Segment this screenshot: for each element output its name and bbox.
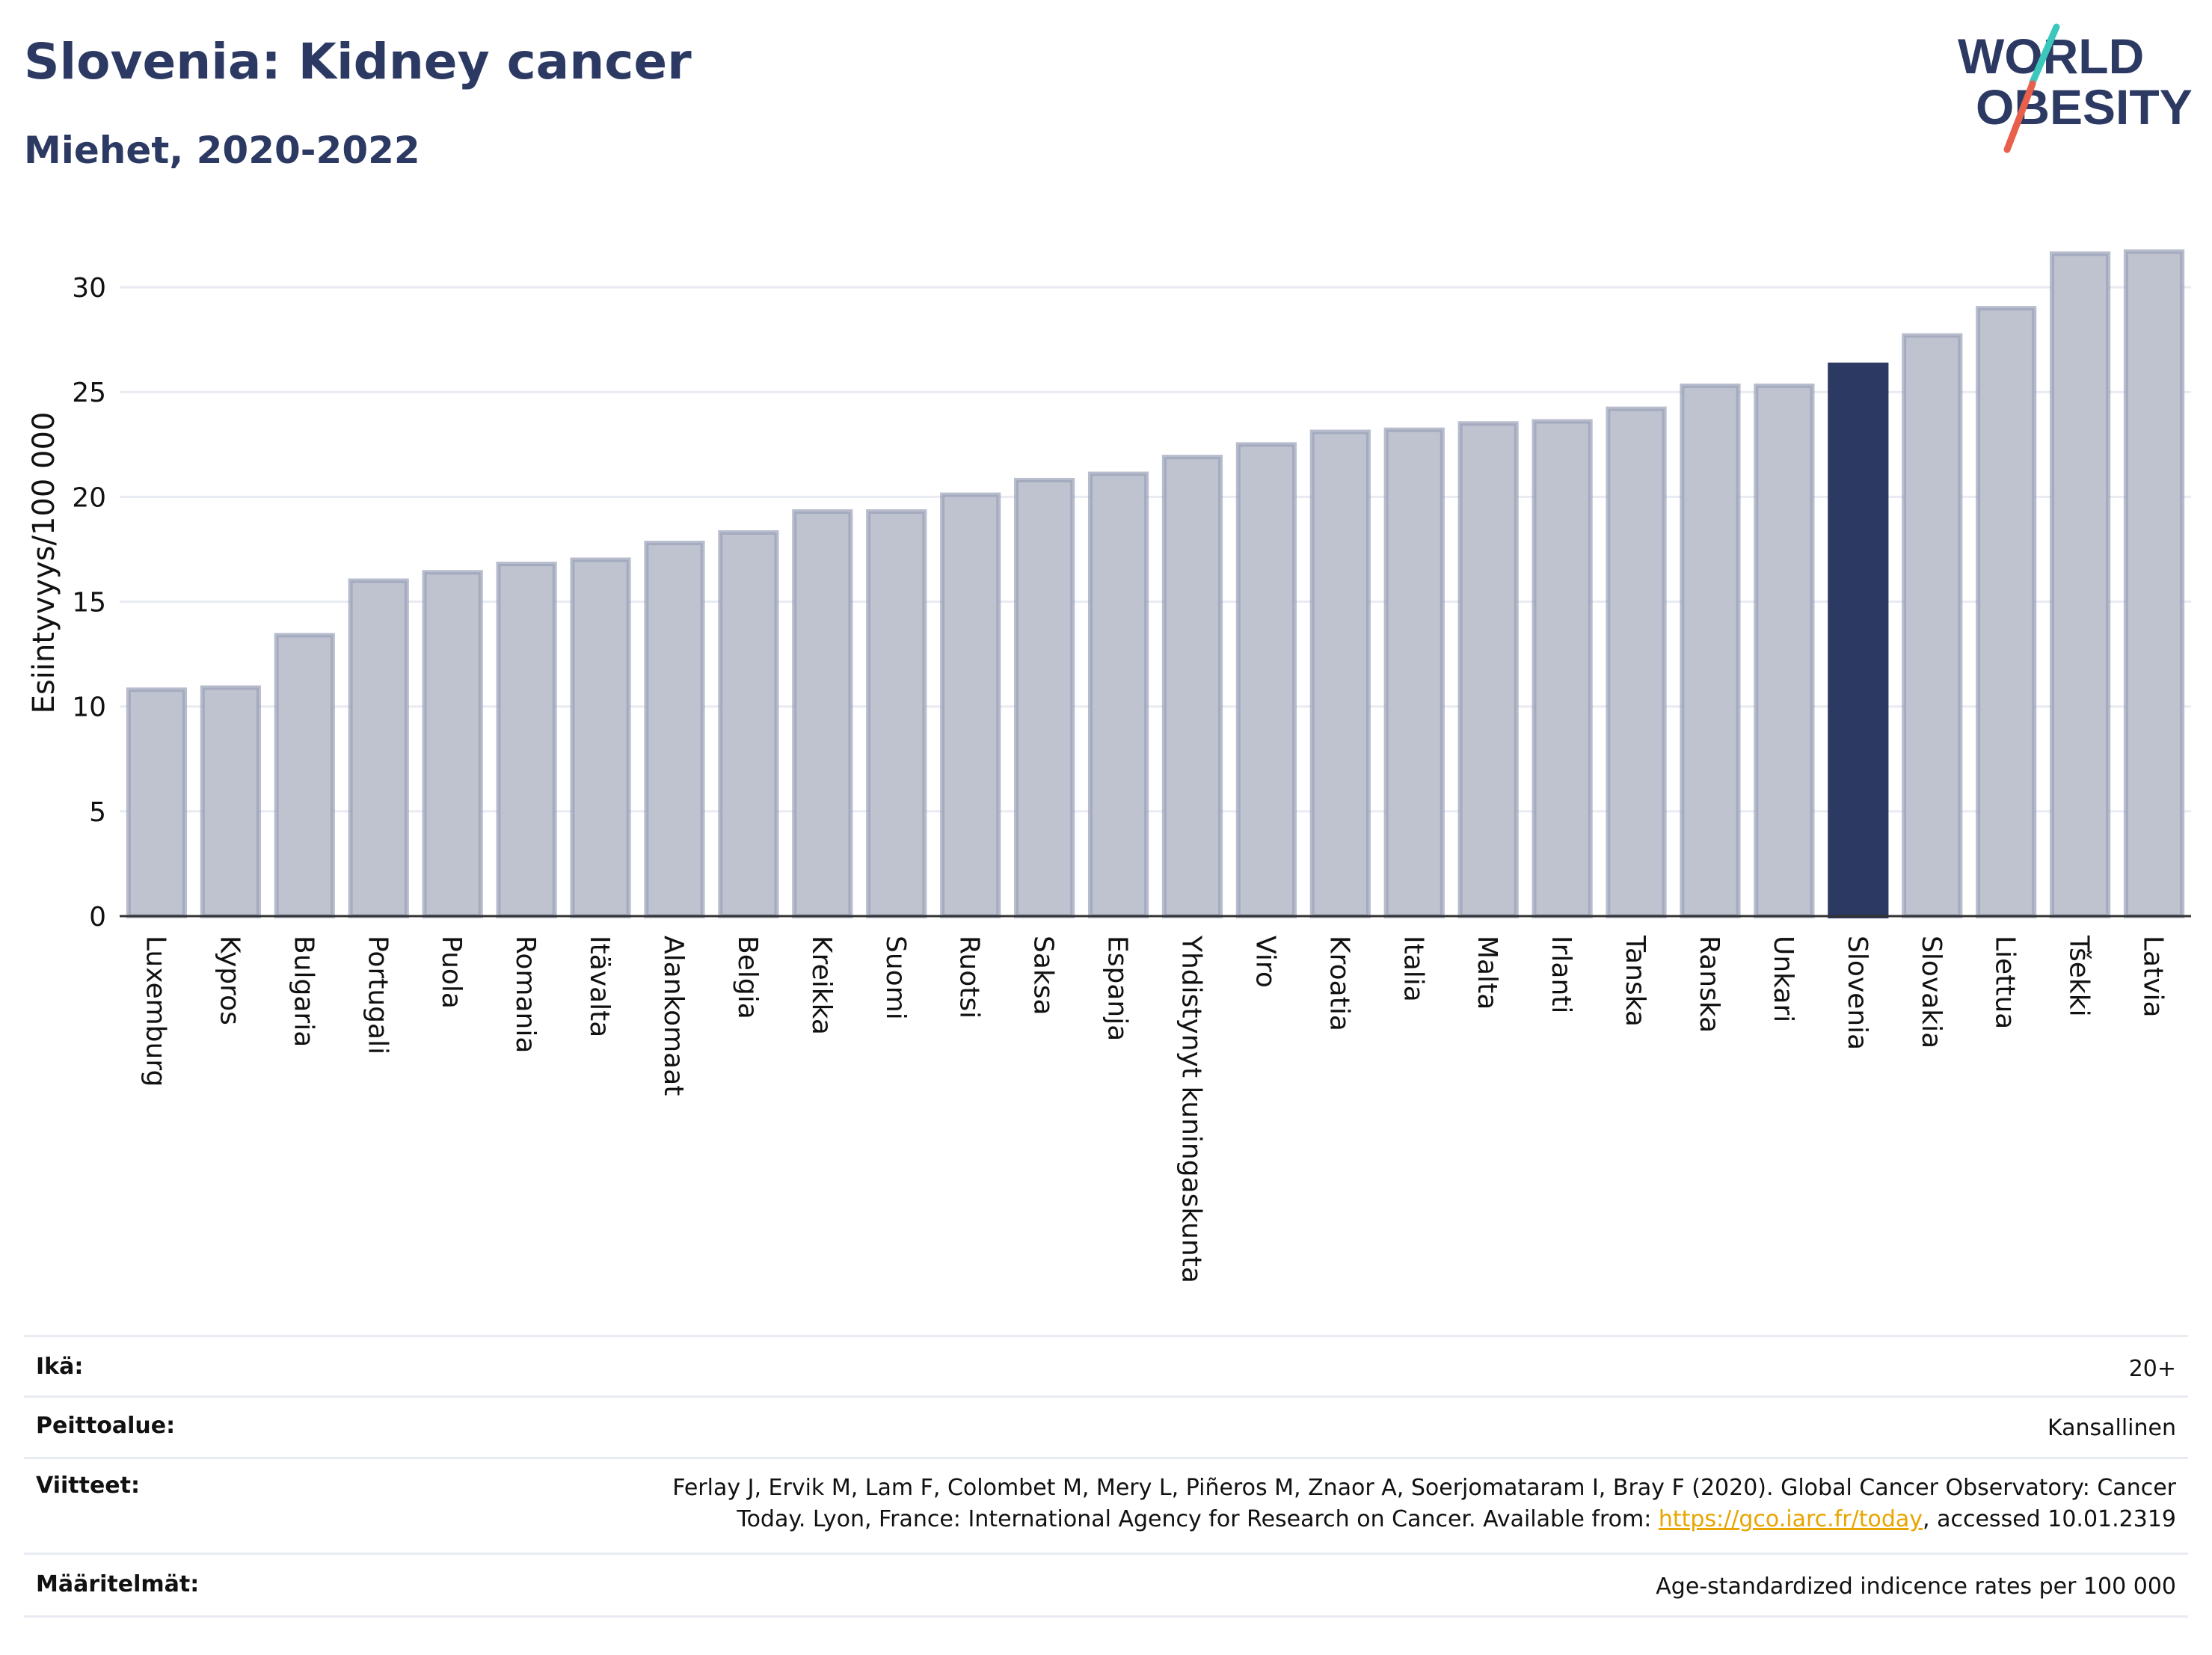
bar-tanska — [1606, 406, 1667, 918]
y-axis-ticks: 0 5 10 15 20 25 30 — [72, 273, 106, 933]
x-axis-ticks: Luxemburg Kypros Bulgaria Portugali Puola Rom… — [140, 935, 2168, 1283]
x-tick-label: Unkari — [1768, 936, 1798, 1022]
meta-key-definitions: Määritelmät: — [36, 1571, 200, 1597]
x-tick-label: Slovakia — [1916, 936, 1947, 1048]
x-tick-label: Ruotsi — [954, 936, 985, 1019]
x-tick-label: Kroatia — [1324, 936, 1354, 1031]
bar-slovakia — [1902, 333, 1963, 918]
bar-unkari — [1754, 383, 1815, 918]
y-tick-label: 10 — [72, 693, 106, 723]
x-tick-label: Slovenia — [1842, 936, 1872, 1050]
bar-slovenia — [1828, 362, 1889, 918]
reference-link[interactable]: https://gco.iarc.fr/today — [1658, 1506, 1923, 1532]
meta-row-references: Viitteet: Ferlay J, Ervik M, Lam F, Colo… — [24, 1459, 2188, 1555]
bar-suomi — [866, 509, 927, 918]
x-tick-label: Tšekki — [2064, 935, 2095, 1017]
bar-puola — [422, 570, 483, 918]
logo-text-obesity: OBESITY — [1976, 79, 2193, 135]
chart-title: Slovenia: Kidney cancer — [24, 33, 692, 90]
x-tick-label: Espanja — [1102, 936, 1133, 1041]
y-tick-label: 25 — [72, 378, 106, 408]
x-tick-label: Alankomaat — [658, 936, 689, 1096]
metadata-table: Ikä: 20+ Peittoalue: Kansallinen Viittee… — [24, 1335, 2188, 1618]
bar-luxemburg — [126, 687, 188, 918]
meta-value-definitions: Age-standardized indicence rates per 100… — [1656, 1573, 2176, 1600]
bar-alankomaat — [644, 541, 705, 918]
x-tick-label: Kreikka — [806, 936, 837, 1035]
bars — [126, 249, 2185, 919]
x-tick-label: Portugali — [362, 936, 393, 1054]
bar-kroatia — [1309, 429, 1371, 918]
x-tick-label: Bulgaria — [288, 936, 319, 1047]
x-tick-label: Yhdistynyt kuningaskunta — [1176, 935, 1206, 1283]
bar-ranska — [1680, 383, 1741, 918]
meta-value-coverage: Kansallinen — [2047, 1415, 2176, 1441]
bar-portugali — [348, 578, 409, 918]
x-tick-label: Belgia — [732, 936, 763, 1019]
x-tick-label: Ranska — [1694, 936, 1724, 1033]
bar-liettua — [1976, 306, 2037, 918]
bar-itävalta — [570, 557, 631, 918]
bar-viro — [1235, 442, 1297, 918]
bar-kreikka — [792, 509, 853, 918]
logo-slash-teal — [2029, 23, 2060, 86]
x-tick-label: Viro — [1250, 936, 1280, 988]
x-tick-label: Latvia — [2138, 936, 2169, 1018]
x-tick-label: Saksa — [1028, 936, 1059, 1016]
x-tick-label: Malta — [1472, 936, 1502, 1010]
bar-irlanti — [1531, 419, 1593, 918]
bar-saksa — [1014, 477, 1075, 918]
reference-line-2-start: Today. Lyon, France: International Agenc… — [737, 1506, 1659, 1532]
bar-espanja — [1087, 471, 1149, 918]
y-tick-label: 15 — [72, 588, 106, 618]
meta-value-references: Ferlay J, Ervik M, Lam F, Colombet M, Me… — [672, 1473, 2176, 1535]
x-tick-label: Irlanti — [1546, 936, 1576, 1013]
reference-line-1: Ferlay J, Ervik M, Lam F, Colombet M, Me… — [672, 1475, 2176, 1501]
meta-key-age: Ikä: — [36, 1354, 84, 1380]
bar-malta — [1457, 421, 1519, 918]
x-tick-label: Italia — [1398, 936, 1428, 1002]
reference-line-2-end: , accessed 10.01.2319 — [1923, 1506, 2176, 1532]
bar-latvia — [2123, 249, 2185, 918]
meta-key-coverage: Peittoalue: — [36, 1413, 176, 1439]
bar-yhdistynyt-kuningaskunta — [1161, 455, 1223, 918]
y-tick-label: 5 — [89, 797, 106, 828]
bar-bulgaria — [274, 633, 335, 918]
meta-row-coverage: Peittoalue: Kansallinen — [24, 1398, 2188, 1459]
y-tick-label: 0 — [89, 902, 106, 933]
x-tick-label: Puola — [436, 936, 467, 1009]
x-tick-label: Kypros — [214, 936, 245, 1025]
x-tick-label: Luxemburg — [140, 936, 170, 1087]
x-tick-label: Suomi — [880, 936, 911, 1020]
bar-italia — [1383, 427, 1445, 918]
bar-belgia — [718, 530, 779, 918]
meta-row-definitions: Määritelmät: Age-standardized indicence … — [24, 1555, 2188, 1618]
bar-chart: 0 5 10 15 20 25 30 Luxemburg Kypros Bulgaria Port… — [27, 249, 2191, 1283]
world-obesity-logo: WORLD OBESITY — [1958, 23, 2193, 153]
x-tick-label: Itävalta — [584, 936, 615, 1037]
x-tick-label: Tanska — [1620, 935, 1650, 1027]
y-tick-label: 20 — [72, 482, 106, 513]
x-tick-label: Romania — [510, 936, 541, 1053]
meta-value-age: 20+ — [2128, 1356, 2176, 1382]
bar-ruotsi — [940, 492, 1001, 918]
meta-row-age: Ikä: 20+ — [24, 1335, 2188, 1398]
x-tick-label: Liettua — [1990, 936, 2021, 1029]
bar-tšekki — [2050, 251, 2111, 918]
bar-romania — [496, 562, 557, 918]
y-axis-label: Esiintyvyys/100 000 — [27, 412, 61, 714]
y-tick-label: 30 — [72, 273, 106, 304]
bar-kypros — [200, 685, 261, 919]
chart-subtitle: Miehet, 2020-2022 — [24, 129, 420, 172]
meta-key-references: Viitteet: — [36, 1473, 140, 1499]
logo-slash-red — [2003, 80, 2036, 153]
